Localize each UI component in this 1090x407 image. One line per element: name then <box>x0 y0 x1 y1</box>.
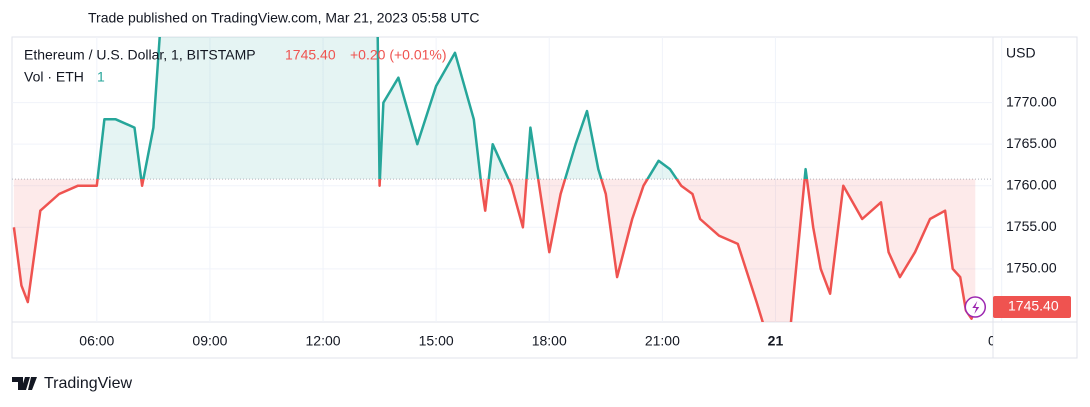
logo: TradingView <box>12 375 132 392</box>
price-line <box>12 37 977 322</box>
volume-value: 1 <box>97 69 105 85</box>
price-change: +0.20 (+0.01%) <box>350 47 447 63</box>
x-tick-label: 21:00 <box>645 333 680 349</box>
series <box>12 37 977 322</box>
price-tag: 1745.40 <box>1008 298 1059 314</box>
y-tick-label: 1755.00 <box>1006 218 1057 234</box>
brand-name: TradingView <box>44 375 132 392</box>
x-tick-label: 09:00 <box>192 333 227 349</box>
price-tag-bg <box>993 296 1071 319</box>
y-tick-label: 1750.00 <box>1006 260 1057 276</box>
last-price: 1745.40 <box>285 47 336 63</box>
volume-label: Vol · ETH <box>24 69 84 85</box>
live-bolt <box>972 301 980 315</box>
publish-note: Trade published on TradingView.com, Mar … <box>88 10 479 26</box>
y-tick-label: 1765.00 <box>1006 135 1057 151</box>
y-tick-label: 1770.00 <box>1006 93 1057 109</box>
x-tick-label: 15:00 <box>419 333 454 349</box>
x-tick-label: 18:00 <box>532 333 567 349</box>
area-fill <box>13 37 976 322</box>
x-tick-label: 06:0 <box>988 333 1015 349</box>
y-tick-label: 1760.00 <box>1006 176 1057 192</box>
x-tick-label: 21 <box>768 333 784 349</box>
currency-label: USD <box>1006 45 1036 61</box>
x-tick-label: 06:00 <box>79 333 114 349</box>
symbol-title: Ethereum / U.S. Dollar, 1, BITSTAMP <box>24 47 256 63</box>
x-tick-label: 12:00 <box>306 333 341 349</box>
plot-layer <box>12 37 1003 322</box>
time-axis: 06:00 09:00 12:00 15:00 18:00 21:00 21 06:0 <box>79 333 1015 349</box>
chart-frame <box>11 36 1078 359</box>
